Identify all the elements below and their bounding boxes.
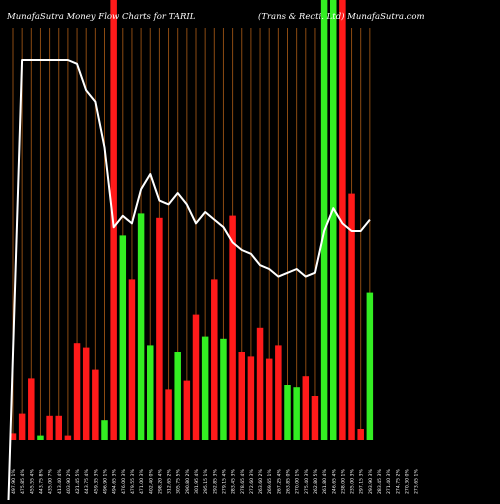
x-tick-label: 292.85 3% xyxy=(212,469,218,494)
x-tick-label: 262.80 5% xyxy=(313,469,319,494)
x-tick-label: 283.45 3% xyxy=(231,469,237,494)
bar xyxy=(101,420,108,440)
x-tick-label: 272.60 3% xyxy=(249,469,255,494)
x-tick-label: 301.95 4% xyxy=(194,469,200,494)
bar xyxy=(9,433,17,440)
x-tick-label: 494.65 3% xyxy=(112,469,118,494)
x-tick-label: 293.90 3% xyxy=(368,469,374,494)
x-tick-label: 298.20 4% xyxy=(157,469,163,494)
bar xyxy=(46,415,53,440)
bar xyxy=(183,380,191,440)
x-tick-label: 263.85 0% xyxy=(286,469,292,494)
x-tick-label: 403.90 2% xyxy=(66,469,72,494)
x-tick-label: 246.65 4% xyxy=(331,469,337,494)
x-tick-label: 290.80 2% xyxy=(185,469,191,494)
x-tick-label: 261.80 4% xyxy=(322,469,328,494)
bar xyxy=(28,378,35,440)
x-tick-label: 305.75 5% xyxy=(176,469,182,494)
bar xyxy=(330,0,337,440)
chart-subtitle: (Trans & Recti. Ltd) MunafaSutra.com xyxy=(258,12,425,22)
x-tick-label: 238.00 1% xyxy=(340,469,346,494)
bar xyxy=(211,279,218,440)
bar xyxy=(265,358,273,440)
x-tick-label: 295.15 1% xyxy=(203,469,209,494)
bar xyxy=(320,0,328,440)
x-tick-label: 496.90 1% xyxy=(103,469,109,494)
x-tick-label: 274.75 2% xyxy=(395,469,401,494)
x-tick-label: 283.45 3% xyxy=(377,469,383,494)
bar xyxy=(18,413,26,440)
bar xyxy=(174,352,181,440)
bar xyxy=(137,213,145,440)
bar xyxy=(366,292,374,440)
x-tick-label: 459.35 3% xyxy=(93,469,99,494)
x-tick-label: 279.15 4% xyxy=(221,469,227,494)
bar xyxy=(238,352,245,440)
x-tick-label: 297.15 3% xyxy=(359,469,365,494)
x-tick-label: 443.75 8% xyxy=(38,469,44,494)
bar xyxy=(64,435,72,440)
bar xyxy=(128,279,136,440)
x-tick-label: 476.00 3% xyxy=(121,469,127,494)
bar xyxy=(165,389,172,440)
bar xyxy=(357,429,364,440)
x-tick-label: 479.55 3% xyxy=(130,469,136,494)
x-tick-label: 270.00 1% xyxy=(295,469,301,494)
x-tick-label: 475.85 4% xyxy=(20,469,26,494)
bar xyxy=(119,235,127,440)
x-tick-label: 278.65 4% xyxy=(240,469,246,494)
bar xyxy=(311,396,319,440)
bar xyxy=(284,385,291,440)
x-tick-label: 402.40 0% xyxy=(148,469,154,494)
bar xyxy=(302,376,310,440)
bar xyxy=(201,336,209,440)
x-tick-label: 435.00 7% xyxy=(48,469,54,494)
x-tick-label: 273.65 1% xyxy=(414,469,420,494)
x-tick-label: 235.00 3% xyxy=(350,469,356,494)
bar xyxy=(192,314,200,440)
bar xyxy=(37,435,44,440)
bar xyxy=(275,345,282,440)
bar xyxy=(256,327,264,440)
bar xyxy=(229,215,236,440)
x-tick-label: 275.40 3% xyxy=(304,469,310,494)
x-tick-label: 413.40 4% xyxy=(57,469,63,494)
bar xyxy=(147,345,154,440)
bar xyxy=(92,369,99,440)
bar xyxy=(73,343,81,440)
bar xyxy=(55,415,62,440)
bar xyxy=(156,217,163,440)
x-tick-label: 455.55 4% xyxy=(29,469,35,494)
x-tick-label: 271.40 3% xyxy=(386,469,392,494)
chart-title: MunafaSutra Money Flow Charts for TARIL xyxy=(7,12,196,22)
x-tick-label: 263.60 2% xyxy=(258,469,264,494)
bar xyxy=(293,387,300,440)
x-tick-label: 270.30 0% xyxy=(404,469,410,494)
x-tick-label: 471.00 3% xyxy=(139,469,145,494)
x-tick-label: 497.90 1% xyxy=(11,469,17,494)
bar xyxy=(339,0,346,440)
x-tick-label: 267.25 4% xyxy=(276,469,282,494)
price-line xyxy=(7,59,371,504)
x-tick-label: 269.65 1% xyxy=(267,469,273,494)
bar xyxy=(247,356,255,440)
bar xyxy=(82,347,90,440)
x-tick-label: 421.45 5% xyxy=(75,469,81,494)
bar xyxy=(220,338,227,440)
x-tick-label: 312.65 2% xyxy=(167,469,173,494)
bar xyxy=(348,193,355,440)
x-tick-label: 443.75 4% xyxy=(84,469,90,494)
